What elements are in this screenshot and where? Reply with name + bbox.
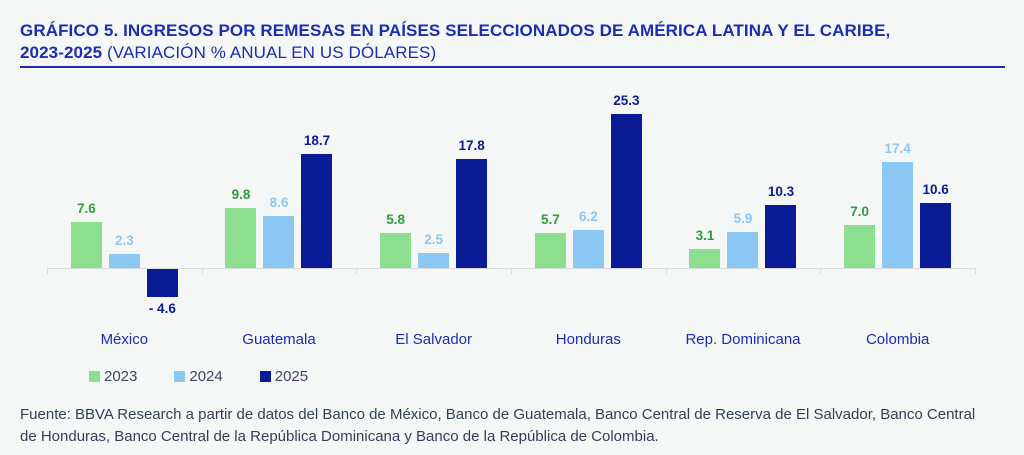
bar-2025-el-salvador [456, 159, 488, 268]
bar-value-label: 2.3 [114, 233, 134, 248]
x-axis-tick [356, 268, 358, 274]
bar-group-guatemala: 9.8 8.6 18.7 Guatemala [202, 86, 357, 356]
chart-title-bold-line1: GRÁFICO 5. INGRESOS POR REMESAS EN PAÍSE… [20, 21, 891, 40]
x-axis-tick [665, 268, 667, 274]
chart-title-bold-line2: 2023-2025 [20, 43, 103, 63]
bar-value-label: 25.3 [613, 93, 640, 108]
bar-value-label: 7.6 [76, 201, 96, 216]
bar-value-label: 6.2 [578, 209, 598, 224]
legend: 2023 2024 2025 [89, 368, 308, 385]
bar-value-label: 5.9 [733, 211, 753, 226]
bar-value-label: 18.7 [303, 133, 331, 148]
category-label-rep-dominicana: Rep. Dominicana [685, 331, 801, 348]
bar-2025-rep-dominicana [765, 205, 797, 268]
category-label-colombia: Colombia [865, 331, 930, 348]
bar-2024-rep-dominicana [727, 232, 759, 268]
bar-2023-honduras [534, 233, 566, 268]
plot-area: 7.6 2.3 - 4.6 México 9.8 8.6 18.7 Guatemala 5.8 2… [47, 86, 976, 356]
chart-title-subtitle: (VARIACIÓN % ANUAL EN US DÓLARES) [102, 43, 437, 63]
bar-value-label: 7.0 [850, 204, 870, 219]
bar-value-label: 17.8 [458, 138, 485, 153]
bar-value-label: 5.8 [386, 212, 406, 227]
bar-2023-rep-dominicana [689, 249, 721, 268]
bar-group-colombia: 7.0 17.4 10.6 Colombia [820, 86, 975, 356]
legend-item-2025: 2025 [259, 368, 309, 385]
bar-value-label: 8.6 [269, 195, 289, 210]
bar-2023-el-salvador [380, 233, 412, 268]
bar-value-label: 3.1 [695, 228, 715, 243]
bar-2024-honduras [572, 230, 604, 268]
legend-swatch-2025 [259, 371, 271, 382]
bar-2025-guatemala [301, 154, 333, 268]
x-axis-tick [47, 268, 48, 274]
x-axis-tick [820, 268, 822, 274]
bar-2024-colombia [882, 162, 914, 268]
bar-2025-colombia [920, 203, 952, 268]
category-label-honduras: Honduras [555, 331, 621, 348]
x-axis-tick [975, 268, 976, 274]
bar-value-label: 10.6 [922, 182, 949, 197]
category-label-guatemala: Guatemala [242, 331, 316, 348]
bar-2024-el-salvador [418, 253, 450, 268]
bar-value-label: 9.8 [231, 187, 251, 202]
bar-value-label: 2.5 [424, 232, 444, 247]
bar-2025-honduras [610, 114, 642, 268]
x-axis-tick [511, 268, 512, 274]
bar-group-el-salvador: 5.8 2.5 17.8 El Salvador [356, 86, 511, 356]
chart-title: GRÁFICO 5. INGRESOS POR REMESAS EN PAÍSE… [20, 20, 960, 65]
legend-swatch-2023 [89, 371, 100, 382]
bar-value-label: 17.4 [884, 141, 911, 156]
bar-group-rep-dominicana: 3.1 5.9 10.3 Rep. Dominicana [666, 86, 821, 356]
legend-label-2023: 2023 [104, 368, 138, 385]
bar-value-label: 10.3 [767, 184, 795, 199]
legend-label-2025: 2025 [274, 368, 309, 385]
title-underline-rule [20, 66, 1005, 68]
bar-2023-m-xico [70, 222, 102, 268]
legend-item-2024: 2024 [174, 368, 223, 385]
bar-value-label: 5.7 [540, 212, 560, 227]
category-label-m-xico: México [100, 331, 149, 348]
category-label-el-salvador: El Salvador [395, 331, 473, 348]
legend-swatch-2024 [174, 371, 186, 382]
bar-2025-m-xico [146, 269, 178, 297]
bar-2023-guatemala [225, 208, 257, 268]
bar-2024-m-xico [108, 254, 140, 268]
bar-2023-colombia [844, 225, 876, 268]
x-axis-tick [201, 268, 203, 274]
legend-label-2024: 2024 [189, 368, 223, 385]
legend-item-2023: 2023 [89, 368, 137, 385]
bar-2024-guatemala [263, 216, 295, 268]
source-note: Fuente: BBVA Research a partir de datos … [20, 406, 976, 445]
bar-group-honduras: 5.7 6.2 25.3 Honduras [511, 86, 666, 356]
bar-group-m-xico: 7.6 2.3 - 4.6 México [47, 86, 202, 356]
bar-value-label: - 4.6 [148, 301, 176, 316]
